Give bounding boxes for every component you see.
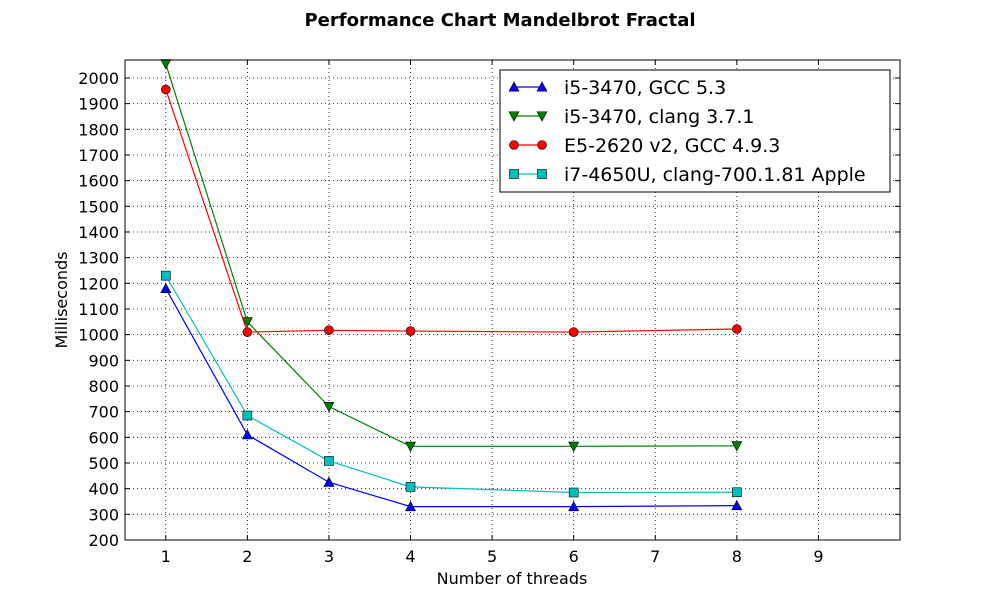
series-3: [160, 84, 742, 337]
y-tick-label: 700: [88, 403, 119, 422]
legend-entry: E5-2620 v2, GCC 4.9.3: [509, 135, 780, 157]
plot-area-frame: [124, 59, 901, 541]
data-point: [242, 327, 253, 337]
series-4: [160, 270, 742, 498]
x-axis-ticks: 1 2 3 4 5 6 7 8 9: [161, 60, 824, 566]
data-point: [731, 499, 743, 511]
data-point: [568, 327, 579, 337]
y-tick-label: 1800: [78, 120, 119, 139]
x-tick-label: 5: [487, 547, 497, 566]
y-tick-label: 1100: [78, 300, 119, 319]
data-point: [405, 441, 417, 452]
data-point: [160, 84, 171, 95]
data-point: [405, 482, 416, 492]
y-tick-label: 800: [88, 377, 119, 396]
y-tick-label: 1000: [78, 326, 119, 345]
data-point: [241, 429, 253, 440]
data-point: [324, 456, 334, 466]
series-line: [165, 275, 737, 494]
series-2: [160, 59, 743, 452]
x-tick-label: 1: [161, 547, 171, 566]
data-point: [568, 501, 580, 512]
data-point: [160, 59, 172, 70]
data-point: [241, 317, 253, 328]
data-point: [732, 324, 742, 334]
data-point: [731, 441, 743, 452]
y-tick-label: 600: [88, 428, 119, 447]
legend-entry: i5-3470, GCC 5.3: [508, 77, 726, 99]
x-tick-label: 2: [242, 547, 252, 566]
legend-marker: [536, 81, 548, 92]
x-axis-label: Number of threads: [437, 569, 588, 588]
series-group: [160, 59, 743, 512]
y-tick-label: 1400: [78, 223, 119, 242]
data-point: [732, 487, 742, 498]
series-line: [165, 89, 737, 333]
y-tick-label: 200: [88, 531, 119, 550]
legend-label: i5-3470, GCC 5.3: [564, 77, 726, 99]
y-tick-label: 1500: [78, 197, 119, 216]
legend-marker: [537, 140, 547, 150]
legend-marker: [508, 81, 520, 92]
y-tick-label: 2000: [78, 69, 119, 88]
legend: i5-3470, GCC 5.3 i5-3470, clang 3.7.1 E5-2…: [499, 69, 891, 193]
legend-label: E5-2620 v2, GCC 4.9.3: [564, 135, 780, 157]
legend-label: i7-4650U, clang-700.1.81 Apple: [564, 164, 866, 186]
legend-marker: [509, 140, 519, 150]
legend-marker: [537, 169, 547, 179]
y-tick-label: 1700: [78, 146, 119, 165]
legend-box: [499, 69, 891, 193]
legend-entry: i7-4650U, clang-700.1.81 Apple: [509, 164, 866, 186]
series-1: [160, 282, 743, 512]
series-line: [165, 288, 737, 508]
legend-label: i5-3470, clang 3.7.1: [564, 106, 755, 128]
x-tick-label: 8: [732, 547, 742, 566]
y-axis-ticks: 200 300 400 500 600 700 800 900 1000 1100 1200 1300…: [78, 69, 900, 550]
chart-title: Performance Chart Mandelbrot Fractal: [304, 10, 695, 31]
data-point: [405, 501, 417, 512]
y-tick-label: 1900: [78, 95, 119, 114]
y-tick-label: 1200: [78, 274, 119, 293]
data-point: [324, 325, 334, 336]
legend-marker: [536, 111, 548, 122]
data-point: [568, 441, 580, 452]
y-tick-label: 1300: [78, 249, 119, 268]
y-tick-label: 400: [88, 480, 119, 499]
y-tick-label: 500: [88, 454, 119, 473]
x-tick-label: 6: [569, 547, 579, 566]
y-tick-label: 300: [88, 505, 119, 524]
y-tick-label: 900: [88, 351, 119, 370]
x-tick-label: 7: [650, 547, 660, 566]
y-axis-label: Milliseconds: [52, 252, 71, 349]
data-point: [323, 401, 335, 413]
x-tick-label: 4: [405, 547, 415, 566]
legend-entry: i5-3470, clang 3.7.1: [508, 106, 755, 128]
data-point: [568, 487, 579, 498]
x-tick-label: 3: [324, 547, 334, 566]
data-point: [160, 270, 171, 281]
series-line: [165, 63, 737, 447]
legend-marker: [509, 169, 519, 179]
y-tick-label: 1600: [78, 172, 119, 191]
x-tick-label: 9: [813, 547, 823, 566]
data-point: [405, 326, 416, 336]
data-point: [160, 282, 172, 293]
data-point: [323, 476, 335, 487]
legend-marker: [508, 111, 520, 122]
data-point: [242, 410, 253, 421]
